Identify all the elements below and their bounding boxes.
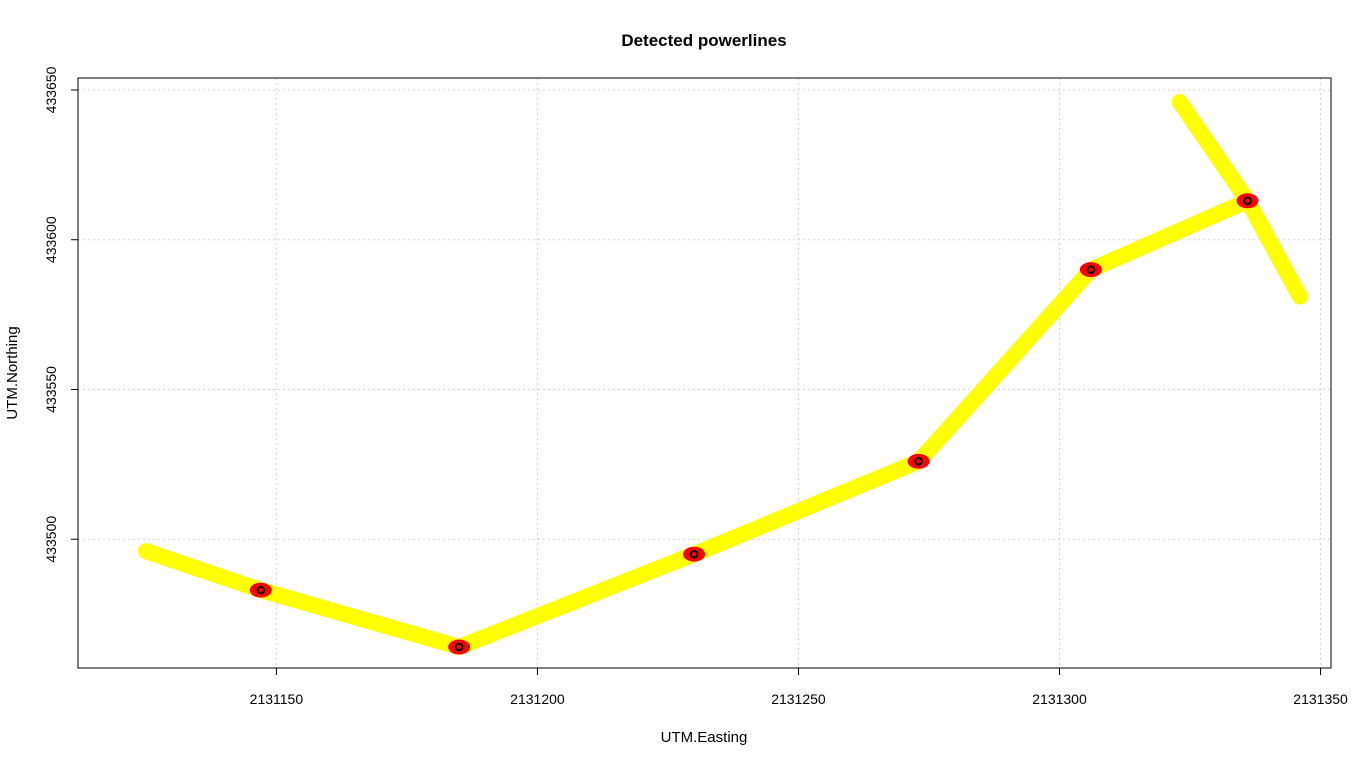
x-tick-label: 2131150: [250, 691, 304, 707]
y-tick-label: 433500: [43, 516, 59, 563]
pole-cluster: [249, 582, 272, 598]
pole-cluster: [448, 639, 471, 655]
y-tick-label: 433550: [43, 366, 59, 413]
chart-title: Detected powerlines: [621, 31, 786, 50]
powerline-series: [137, 94, 1308, 655]
pole-center-point: [256, 585, 266, 595]
pole-center-point: [689, 549, 699, 559]
pole-marker: [683, 546, 706, 562]
y-axis: 433500 433550 433600 433650: [43, 66, 79, 563]
pole-marker: [1236, 193, 1259, 209]
x-tick-label: 2131350: [1293, 691, 1348, 707]
pole-marker: [249, 582, 272, 598]
detected-poles: [249, 193, 1259, 655]
pole-cluster: [1236, 193, 1259, 209]
y-tick-label: 433600: [43, 216, 59, 263]
pole-center-point: [1086, 265, 1096, 274]
pole-cluster: [1079, 262, 1102, 278]
pole-marker: [907, 453, 930, 469]
pole-marker: [448, 639, 471, 655]
pole-marker: [1079, 262, 1102, 278]
pole-center-point: [914, 457, 923, 466]
grid-lines: [78, 78, 1331, 668]
plot-frame: [77, 77, 1332, 669]
x-axis: 2131150 2131200 2131250 2131300 2131350: [250, 667, 1348, 707]
x-tick-label: 2131250: [771, 691, 826, 707]
pole-center-point: [454, 642, 464, 652]
y-tick-label: 433650: [43, 66, 59, 113]
pole-cluster: [907, 453, 930, 469]
y-axis-title: UTM.Northing: [4, 326, 21, 419]
pole-cluster: [683, 546, 706, 562]
x-tick-label: 2131200: [510, 691, 565, 707]
x-axis-title: UTM.Easting: [661, 729, 748, 746]
pole-center-point: [1243, 196, 1252, 206]
x-tick-label: 2131300: [1032, 691, 1087, 707]
